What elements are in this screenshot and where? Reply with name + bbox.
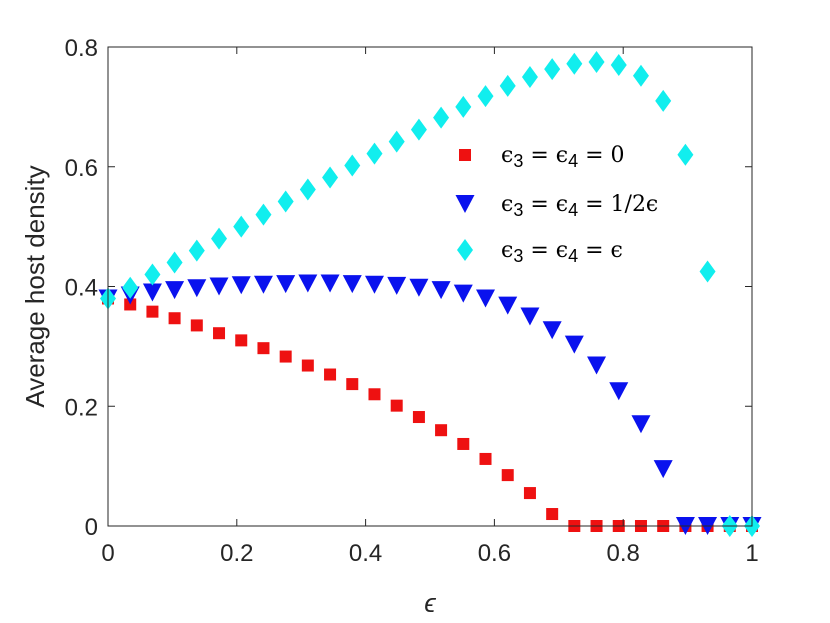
series-1 [102, 292, 758, 532]
series-3-point [544, 58, 561, 81]
series-2-point [387, 276, 407, 295]
series-1-point [390, 399, 403, 412]
axis-ticks: 0 0.2 0.4 0.6 0.8 1 0 0.2 0.4 0.6 0.8 [65, 35, 759, 567]
series-3-point [610, 53, 627, 76]
series-2-point [409, 278, 429, 297]
legend-label-1: ϵ3 = ϵ4 = 0 [501, 143, 625, 171]
series-2-point [453, 284, 473, 303]
legend-marker-1 [459, 149, 471, 161]
series-3-point [188, 239, 205, 262]
series-3-point [366, 142, 383, 165]
series-1-point [368, 388, 381, 401]
series-1-point [301, 359, 314, 372]
series-1-point [257, 342, 270, 355]
series-1-point [346, 378, 359, 391]
legend-marker-3 [457, 239, 473, 261]
series-2-point [609, 382, 629, 401]
series-1-point [435, 424, 448, 437]
series-1-point [213, 327, 226, 340]
series-2-point [342, 275, 362, 294]
series-3-point [122, 276, 139, 299]
series-2-point [476, 289, 496, 308]
y-tick-label: 0 [85, 514, 98, 541]
series-2-point [276, 275, 296, 294]
series-3-point [166, 251, 183, 274]
series-3-point [499, 74, 516, 97]
series-2-point [320, 274, 340, 293]
series-3-point [588, 50, 605, 73]
series-1-point [523, 487, 536, 500]
series-1-point [546, 508, 559, 521]
plot-frame [107, 46, 753, 527]
series-2-point [364, 275, 384, 294]
series-3-point [277, 190, 294, 213]
series-3-point [344, 154, 361, 177]
series-2-point [142, 283, 162, 302]
series-3-point [233, 215, 250, 238]
series-2-point [587, 356, 607, 375]
y-axis-label: Average host density [20, 165, 50, 407]
series-2-point [653, 460, 673, 479]
series-1-point [235, 334, 248, 347]
legend-marker-2 [455, 195, 475, 213]
series-1-point [190, 319, 203, 332]
series-3-point [299, 178, 316, 201]
series-1-point [479, 452, 492, 465]
series-2-point [165, 281, 185, 300]
series-2-point [187, 279, 207, 298]
series-3-point [521, 65, 538, 88]
legend-label-3: ϵ3 = ϵ4 = ϵ [501, 238, 623, 266]
series-3-point [211, 227, 228, 250]
series-3-point [144, 263, 161, 286]
series-2-point [231, 276, 251, 295]
series-1-point [168, 312, 181, 325]
x-axis-label: ϵ [424, 588, 436, 618]
legend: ϵ3 = ϵ4 = 0 ϵ3 = ϵ4 = 1/2ϵ ϵ3 = ϵ4 = ϵ [455, 143, 658, 266]
y-tick-label: 0.2 [65, 394, 98, 421]
series-3-point [388, 130, 405, 153]
data-marks [98, 50, 762, 537]
series-1-point [501, 469, 514, 482]
series-2-point [298, 274, 318, 293]
x-tick-label: 0 [101, 540, 114, 567]
series-2-point [253, 275, 273, 294]
series-2-point [631, 415, 651, 434]
series-2 [98, 274, 762, 535]
series-3-point [632, 64, 649, 87]
series-1-point [324, 368, 337, 381]
series-3-point [566, 52, 583, 75]
legend-label-2: ϵ3 = ϵ4 = 1/2ϵ [501, 192, 658, 220]
series-1-point [146, 305, 159, 318]
series-3-point [433, 106, 450, 129]
y-tick-label: 0.8 [65, 35, 98, 62]
y-tick-label: 0.6 [65, 155, 98, 182]
series-1-point [412, 411, 425, 424]
series-2-point [498, 296, 518, 315]
series-3-point [322, 166, 339, 189]
series-1-point [457, 437, 470, 450]
series-1-point [279, 350, 292, 363]
series-2-point [431, 281, 451, 300]
series-3-point [655, 89, 672, 112]
x-tick-label: 0.8 [607, 540, 640, 567]
series-3-point [677, 143, 694, 166]
series-2-point [209, 277, 229, 296]
series-3-point [455, 95, 472, 118]
x-tick-label: 0.4 [349, 540, 382, 567]
x-tick-label: 0.2 [220, 540, 253, 567]
x-tick-label: 1 [745, 540, 758, 567]
series-2-point [564, 335, 584, 354]
series-2-point [542, 321, 562, 340]
series-3-point [477, 85, 494, 108]
series-2-point [520, 307, 540, 326]
series-3-point [255, 203, 272, 226]
x-tick-label: 0.6 [478, 540, 511, 567]
series-3-point [410, 118, 427, 141]
series-3-point [699, 260, 716, 283]
y-tick-label: 0.4 [65, 275, 98, 302]
